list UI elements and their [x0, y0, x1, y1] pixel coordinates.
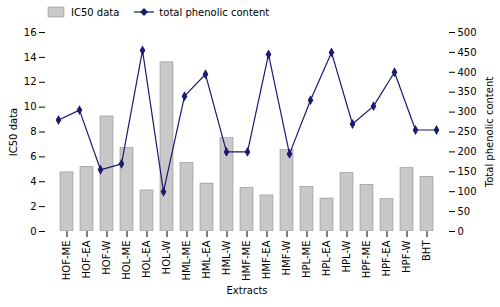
- svg-text:HML-W: HML-W: [221, 240, 232, 275]
- svg-text:HMF-ME: HMF-ME: [241, 241, 252, 281]
- svg-text:HML-ME: HML-ME: [181, 241, 192, 281]
- html-text:total phenolic content: total phenolic content: [159, 6, 270, 18]
- svg-text:12: 12: [24, 76, 37, 87]
- svg-text:HOL-W: HOL-W: [161, 240, 172, 274]
- svg-text:400: 400: [458, 67, 477, 78]
- svg-text:HPF-EA: HPF-EA: [381, 240, 392, 276]
- svg-text:HOF-W: HOF-W: [101, 240, 112, 274]
- svg-text:HPF-ME: HPF-ME: [361, 241, 372, 279]
- svg-text:100: 100: [458, 186, 477, 197]
- svg-text:Extracts: Extracts: [226, 285, 267, 296]
- svg-text:HOF-EA: HOF-EA: [81, 240, 92, 278]
- svg-text:BHT: BHT: [421, 240, 432, 261]
- svg-text:HOL-ME: HOL-ME: [121, 241, 132, 280]
- svg-text:200: 200: [458, 146, 477, 157]
- svg-text:HOF-ME: HOF-ME: [61, 241, 72, 281]
- svg-text:IC50 data: IC50 data: [8, 108, 19, 156]
- svg-text:0: 0: [458, 226, 464, 237]
- svg-text:14: 14: [24, 52, 37, 63]
- svg-text:4: 4: [30, 176, 36, 187]
- svg-text:150: 150: [458, 166, 477, 177]
- svg-text:2: 2: [30, 201, 36, 212]
- svg-text:Total phenolic content: Total phenolic content: [484, 77, 495, 188]
- svg-text:16: 16: [24, 27, 37, 38]
- svg-text:350: 350: [458, 86, 477, 97]
- svg-text:HMF-EA: HMF-EA: [261, 240, 272, 279]
- svg-text:HPL-ME: HPL-ME: [301, 241, 312, 279]
- svg-text:450: 450: [458, 47, 477, 58]
- svg-text:HOL-EA: HOL-EA: [141, 240, 152, 278]
- svg-text:300: 300: [458, 106, 477, 117]
- svg-text:HML-EA: HML-EA: [201, 240, 212, 278]
- html-text:IC50 data: IC50 data: [71, 6, 120, 18]
- svg-text:8: 8: [30, 126, 36, 137]
- svg-text:HPF-W: HPF-W: [401, 240, 412, 273]
- svg-text:500: 500: [458, 27, 477, 38]
- svg-text:10: 10: [24, 101, 37, 112]
- svg-text:HPL-EA: HPL-EA: [321, 240, 332, 276]
- svg-text:50: 50: [458, 206, 471, 217]
- svg-text:HMF-W: HMF-W: [281, 240, 292, 275]
- svg-text:HPL-W: HPL-W: [341, 240, 352, 272]
- svg-text:250: 250: [458, 126, 477, 137]
- svg-text:0: 0: [30, 226, 36, 237]
- svg-text:6: 6: [30, 151, 36, 162]
